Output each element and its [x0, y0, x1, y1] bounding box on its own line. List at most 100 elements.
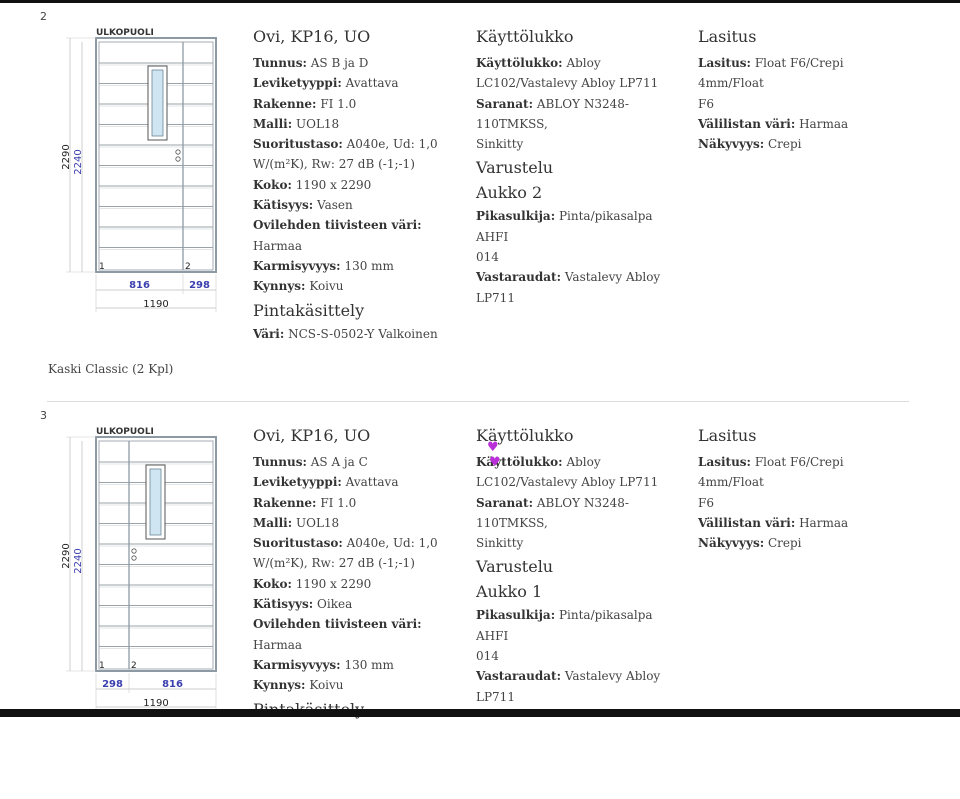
spec-row: Koko: 1190 x 2290 [253, 175, 458, 195]
spec-row: Suoritustaso: A040e, Ud: 1,0 [253, 533, 458, 553]
leaf-label: 2 [185, 262, 191, 272]
spec-label: Kynnys: [253, 279, 306, 294]
item-separator [47, 401, 909, 402]
spec-label: Ovilehden tiivisteen väri: [253, 218, 422, 233]
door-inner-frame [98, 440, 214, 670]
spec-label: Käyttölukko: [476, 455, 563, 469]
spec-value: Vastalevy Abloy [564, 669, 661, 684]
spec-row: Kätisyys: Oikea [253, 594, 458, 614]
spec-label: Karmisyvyys: [253, 657, 341, 672]
spec-label: Rakenne: [253, 96, 317, 111]
spec-row: Näkyvyys: Crepi [698, 134, 908, 154]
spec-label: Kynnys: [253, 678, 306, 693]
spec-row: Lasitus: Float F6/Crepi 4mm/Float [698, 53, 908, 94]
spec-row: Kätisyys: Vasen [253, 195, 458, 215]
spec-value: Sinkitty [476, 137, 524, 152]
spec-row: LC102/Vastalevy Abloy LP711 [476, 472, 681, 492]
height-inner-label: 2240 [73, 149, 84, 174]
spec-label: Malli: [253, 515, 293, 530]
equipment-heading: Varustelu [476, 158, 554, 178]
spec-row: Välilistan väri: Harmaa [698, 114, 908, 134]
door-drawing: ULKOPUOLI 1 2 2290 2240 298 816 1190 [61, 427, 217, 711]
door-spec-column: Ovi, KP16, UO Tunnus: AS B ja D Leviketyy… [253, 26, 458, 344]
spec-value: LC102/Vastalevy Abloy LP711 [476, 76, 659, 91]
spec-row: Rakenne: FI 1.0 [253, 493, 458, 513]
spec-value: Avattava [345, 76, 399, 91]
spec-label: Väri: [253, 326, 285, 341]
spec-row: Tunnus: AS B ja D [253, 53, 458, 73]
spec-label: Leviketyyppi: [253, 475, 342, 490]
spec-value: Harmaa [253, 637, 303, 652]
spec-row: Tunnus: AS A ja C [253, 452, 458, 472]
spec-row: Leviketyyppi: Avattava [253, 472, 458, 492]
spec-row: Käyttölukko: Abloy [476, 53, 681, 73]
spec-value: Koivu [309, 279, 344, 294]
spec-value: 1190 x 2290 [295, 177, 372, 192]
annotation-mark-icon: ♥ [489, 455, 501, 470]
spec-row: Ovilehden tiivisteen väri: Harmaa [253, 215, 458, 256]
spec-label: Lasitus: [698, 455, 751, 469]
leaf-label: 1 [99, 262, 105, 272]
spec-row: Malli: UOL18 [253, 513, 458, 533]
spec-value: 130 mm [344, 657, 394, 672]
spec-value: Vasen [317, 198, 353, 213]
handle-icon [131, 548, 137, 554]
door-frame [95, 436, 217, 672]
spec-row: Karmisyvyys: 130 mm [253, 655, 458, 675]
spec-row: Sinkitty [476, 134, 681, 154]
spec-value: 014 [476, 250, 499, 265]
spec-row: LC102/Vastalevy Abloy LP711 [476, 73, 681, 93]
spec-value: AS A ja C [310, 455, 368, 469]
lock-heading: Käyttölukko [476, 27, 574, 46]
spec-value: ABLOY N3248-110TMKSS, [476, 96, 629, 131]
spec-value: LP711 [476, 290, 515, 305]
spec-value: Koivu [309, 678, 344, 693]
spec-label: Lasitus: [698, 56, 751, 70]
spec-value: F6 [698, 495, 714, 510]
exterior-label: ULKOPUOLI [96, 28, 154, 38]
spec-row: Näkyvyys: Crepi [698, 533, 908, 553]
spec-value: F6 [698, 96, 714, 111]
spec-value: Harmaa [799, 515, 849, 530]
exterior-label: ULKOPUOLI [96, 427, 154, 437]
spec-value: 130 mm [344, 258, 394, 273]
spec-value: ABLOY N3248-110TMKSS, [476, 495, 629, 530]
spec-row: 014 [476, 646, 681, 666]
spec-label: Saranat: [476, 495, 534, 510]
spec-label: Välilistan väri: [698, 515, 796, 530]
door-item: 2 ULKOPUOLI 1 2 2290 2240 816 298 1190 Ovi, KP1… [40, 10, 908, 376]
bottom-border [0, 709, 960, 717]
spec-value: W/(m²K), Rw: 27 dB (-1;-1) [253, 556, 415, 571]
spec-row: LP711 [476, 288, 681, 308]
spec-label: Välilistan väri: [698, 116, 796, 131]
width-total-label: 1190 [143, 299, 168, 310]
glass-panel [151, 69, 164, 137]
spec-value: FI 1.0 [320, 96, 357, 111]
spec-label: Näkyvyys: [698, 137, 765, 152]
item-number: 2 [40, 10, 47, 23]
spec-value: NCS-S-0502-Y Valkoinen [288, 326, 438, 341]
equipment-heading: Varustelu [476, 557, 554, 577]
spec-value: Oikea [317, 597, 353, 612]
spec-row: F6 [698, 94, 908, 114]
annotation-mark-icon: ♥ [487, 440, 499, 455]
glazing-column: Lasitus Lasitus: Float F6/Crepi 4mm/Floa… [698, 26, 908, 154]
spec-label: Tunnus: [253, 56, 307, 70]
spec-value: Pinta/pikasalpa AHFI [476, 608, 653, 643]
spec-label: Pikasulkija: [476, 608, 556, 623]
spec-value: Pinta/pikasalpa AHFI [476, 209, 653, 244]
spec-value: UOL18 [296, 116, 340, 131]
spec-value: W/(m²K), Rw: 27 dB (-1;-1) [253, 157, 415, 172]
lock-column: Käyttölukko Käyttölukko: Abloy LC102/Vast… [476, 26, 681, 308]
spec-row: Sinkitty [476, 533, 681, 553]
door-frame [95, 37, 217, 273]
width-right-label: 298 [189, 280, 210, 291]
spec-label: Koko: [253, 177, 292, 192]
spec-label: Leviketyyppi: [253, 76, 342, 91]
spec-label: Vastaraudat: [476, 270, 562, 285]
door-title: Ovi, KP16, UO [253, 27, 371, 46]
spec-value: AS B ja D [310, 56, 369, 70]
spec-value: LC102/Vastalevy Abloy LP711 [476, 475, 659, 490]
leaf-label: 2 [131, 661, 137, 671]
spec-label: Näkyvyys: [698, 536, 765, 551]
